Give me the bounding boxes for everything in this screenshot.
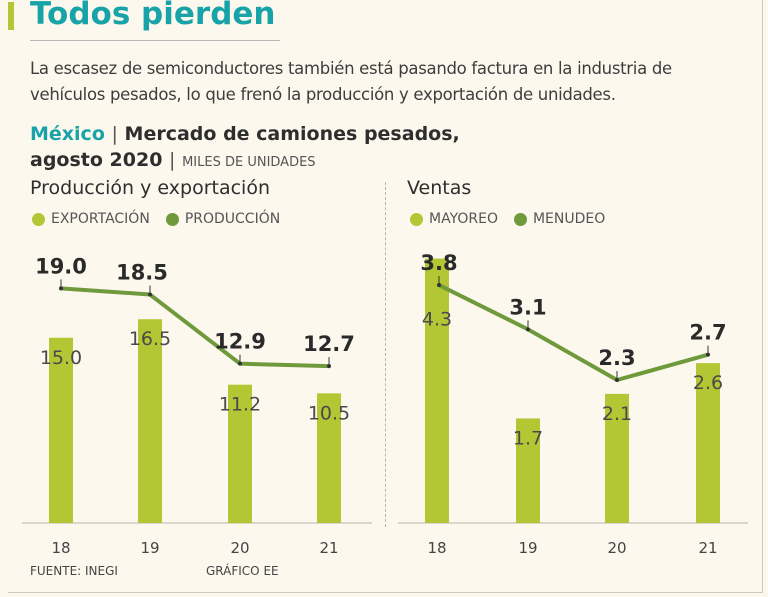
subtitle: La escasez de semiconductores también es… bbox=[30, 59, 672, 104]
data-label-produccion-21: 12.7 bbox=[303, 332, 355, 356]
data-label-produccion-19: 18.5 bbox=[116, 261, 168, 285]
x-tick-ventas-21: 21 bbox=[698, 539, 717, 557]
x-tick-produccion-20: 20 bbox=[230, 539, 249, 557]
chart-units: MILES DE UNIDADES bbox=[182, 155, 316, 170]
line-menudeo bbox=[438, 283, 709, 382]
data-label-mayoreo-21: 2.6 bbox=[693, 372, 723, 394]
x-tick-produccion-18: 18 bbox=[51, 539, 70, 557]
x-tick-ventas-18: 18 bbox=[427, 539, 446, 557]
title-rule bbox=[30, 40, 280, 41]
x-tick-ventas-20: 20 bbox=[607, 539, 626, 557]
chart-title-line-2: agosto 2020 bbox=[30, 149, 163, 171]
legend-swatch-produccion bbox=[165, 212, 179, 226]
legend-label-mayoreo: MAYOREO bbox=[429, 211, 498, 227]
data-label-menudeo-18: 3.8 bbox=[420, 251, 457, 275]
page-title: Todos pierden bbox=[30, 0, 276, 32]
chart-title-line-1: Mercado de camiones pesados, bbox=[124, 123, 460, 145]
legend-label-produccion: PRODUCCIÓN bbox=[184, 211, 281, 227]
legend-swatch-mayoreo bbox=[410, 212, 423, 226]
legend-ventas: MAYOREO MENUDEO bbox=[410, 211, 621, 227]
data-label-mayoreo-20: 2.1 bbox=[602, 403, 632, 425]
data-label-produccion-18: 19.0 bbox=[35, 254, 87, 278]
data-label-exportacion-21: 10.5 bbox=[308, 402, 350, 424]
legend-produccion: EXPORTACIÓN PRODUCCIÓN bbox=[32, 211, 296, 227]
chart-heading: México | Mercado de camiones pesados, ag… bbox=[30, 121, 750, 176]
bar-mayoreo-21 bbox=[696, 363, 720, 523]
bar-exportacion-18 bbox=[49, 337, 73, 523]
x-tick-ventas-19: 19 bbox=[518, 539, 537, 557]
legend-label-menudeo: MENUDEO bbox=[532, 211, 606, 227]
panel-title-produccion: Producción y exportación bbox=[30, 177, 270, 199]
units-separator: | bbox=[169, 149, 176, 171]
chart-country: México bbox=[30, 123, 105, 145]
data-label-exportacion-20: 11.2 bbox=[219, 394, 261, 416]
data-label-exportacion-18: 15.0 bbox=[40, 347, 82, 369]
bar-exportacion-19 bbox=[138, 319, 162, 523]
bar-mayoreo-19 bbox=[516, 418, 540, 523]
data-label-menudeo-21: 2.7 bbox=[689, 321, 726, 345]
x-tick-produccion-21: 21 bbox=[319, 539, 338, 557]
legend-swatch-menudeo bbox=[513, 212, 527, 226]
line-produccion bbox=[60, 286, 330, 369]
panel-title-ventas: Ventas bbox=[407, 177, 472, 199]
data-label-mayoreo-19: 1.7 bbox=[513, 427, 543, 449]
title-accent-bar bbox=[8, 2, 14, 30]
bar-exportacion-20 bbox=[228, 384, 252, 523]
data-label-menudeo-20: 2.3 bbox=[598, 346, 635, 370]
bar-mayoreo-18 bbox=[425, 258, 449, 523]
panel-divider bbox=[385, 182, 386, 527]
bar-mayoreo-20 bbox=[605, 393, 629, 523]
graphic-frame bbox=[8, 0, 763, 593]
legend-label-exportacion: EXPORTACIÓN bbox=[51, 211, 150, 227]
heading-separator: | bbox=[111, 123, 118, 145]
legend-item-produccion: PRODUCCIÓN bbox=[165, 211, 281, 227]
legend-swatch-exportacion bbox=[32, 212, 45, 226]
data-label-produccion-20: 12.9 bbox=[214, 330, 266, 354]
data-label-exportacion-19: 16.5 bbox=[129, 328, 171, 350]
footer-source: FUENTE: INEGI bbox=[30, 564, 118, 578]
footer-credit: GRÁFICO EE bbox=[206, 564, 279, 578]
x-tick-produccion-19: 19 bbox=[140, 539, 159, 557]
data-label-menudeo-19: 3.1 bbox=[509, 295, 546, 319]
bar-exportacion-21 bbox=[317, 393, 341, 523]
data-label-mayoreo-18: 4.3 bbox=[422, 309, 452, 331]
legend-item-menudeo: MENUDEO bbox=[513, 211, 606, 227]
legend-item-mayoreo: MAYOREO bbox=[410, 211, 498, 227]
legend-item-exportacion: EXPORTACIÓN bbox=[32, 211, 150, 227]
